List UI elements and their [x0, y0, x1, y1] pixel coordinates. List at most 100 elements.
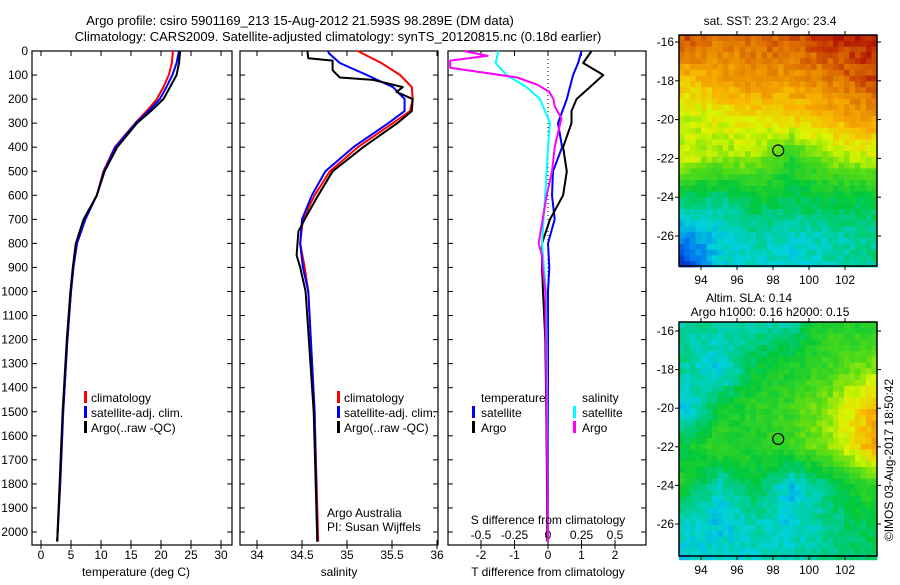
map-cell — [707, 145, 713, 151]
map-cell — [839, 157, 845, 163]
map-cell — [811, 105, 817, 111]
y-tick-label: 0 — [21, 44, 28, 58]
map-cell — [800, 134, 806, 140]
y-tick-label: 400 — [8, 140, 28, 154]
map-cell — [696, 432, 702, 438]
map-cell — [685, 151, 691, 157]
map-cell — [718, 99, 724, 105]
map-cell — [806, 238, 812, 244]
map-cell — [701, 444, 707, 450]
map-cell — [855, 479, 861, 485]
map-cell — [751, 145, 757, 151]
map-cell — [740, 70, 746, 76]
map-cell — [833, 105, 839, 111]
map-cell — [707, 232, 713, 238]
map-cell — [789, 502, 795, 508]
map-cell — [800, 392, 806, 398]
map-cell — [679, 409, 685, 415]
map-cell — [690, 374, 696, 380]
map-cell — [817, 450, 823, 456]
map-cell — [712, 351, 718, 357]
map-cell — [828, 163, 834, 169]
map-cell — [800, 197, 806, 203]
map-cell — [712, 47, 718, 53]
map-cell — [767, 145, 773, 151]
map-cell — [861, 145, 867, 151]
map-cell — [839, 409, 845, 415]
map-cell — [833, 374, 839, 380]
map-cell — [740, 197, 746, 203]
map-cell — [685, 334, 691, 340]
map-cell — [833, 432, 839, 438]
map-cell — [800, 508, 806, 514]
map-cell — [839, 139, 845, 145]
map-cell — [685, 186, 691, 192]
map-cell — [745, 93, 751, 99]
map-cell — [696, 180, 702, 186]
map-cell — [690, 339, 696, 345]
map-cell — [707, 537, 713, 543]
map-cell — [806, 432, 812, 438]
map-cell — [773, 41, 779, 47]
map-cell — [817, 232, 823, 238]
map-cell — [833, 328, 839, 334]
map-cell — [712, 250, 718, 256]
map-cell — [690, 87, 696, 93]
map-cell — [833, 479, 839, 485]
map-cell — [855, 47, 861, 53]
map-cell — [822, 244, 828, 250]
map-cell — [861, 174, 867, 180]
map-cell — [696, 110, 702, 116]
map-cell — [712, 554, 718, 560]
map-cell — [800, 513, 806, 519]
map-cell — [817, 455, 823, 461]
map-cell — [685, 52, 691, 58]
map-cell — [855, 554, 861, 560]
map-cell — [855, 508, 861, 514]
map-cell — [806, 386, 812, 392]
map-cell — [740, 438, 746, 444]
map-cell — [806, 174, 812, 180]
map-cell — [822, 58, 828, 64]
map-cell — [734, 226, 740, 232]
map-cell — [740, 357, 746, 363]
map-cell — [685, 58, 691, 64]
y-tick-label: -24 — [657, 478, 675, 492]
map-cell — [778, 525, 784, 531]
map-cell — [778, 105, 784, 111]
map-cell — [712, 209, 718, 215]
map-cell — [756, 186, 762, 192]
map-cell — [822, 519, 828, 525]
map-cell — [740, 192, 746, 198]
map-cell — [861, 548, 867, 554]
map-cell — [861, 496, 867, 502]
map-cell — [745, 64, 751, 70]
map-cell — [773, 473, 779, 479]
map-cell — [773, 328, 779, 334]
map-cell — [751, 35, 757, 41]
map-cell — [828, 380, 834, 386]
map-cell — [850, 415, 856, 421]
map-cell — [784, 58, 790, 64]
map-cell — [718, 157, 724, 163]
map-cell — [811, 502, 817, 508]
map-cell — [696, 339, 702, 345]
map-cell — [756, 116, 762, 122]
map-cell — [712, 180, 718, 186]
map-cell — [866, 519, 872, 525]
map-cell — [718, 508, 724, 514]
map-cell — [866, 52, 872, 58]
map-cell — [839, 322, 845, 328]
map-cell — [740, 244, 746, 250]
map-cell — [839, 250, 845, 256]
map-cell — [784, 432, 790, 438]
map-cell — [756, 192, 762, 198]
map-cell — [784, 52, 790, 58]
map-cell — [822, 525, 828, 531]
map-cell — [866, 151, 872, 157]
map-cell — [718, 174, 724, 180]
map-cell — [690, 554, 696, 560]
map-cell — [734, 168, 740, 174]
map-cell — [833, 386, 839, 392]
map-cell — [789, 479, 795, 485]
